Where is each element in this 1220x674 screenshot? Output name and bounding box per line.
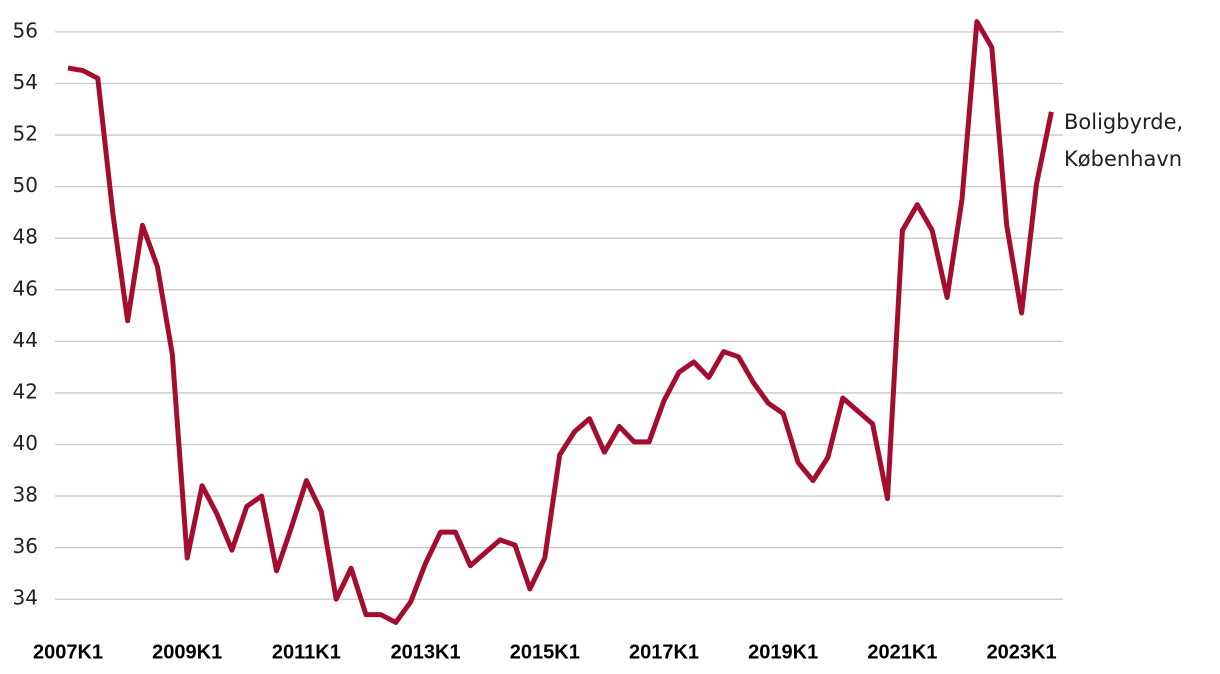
y-tick-label: 46: [13, 276, 38, 300]
series-label: Boligbyrde, København: [1064, 110, 1184, 171]
y-tick-label: 50: [13, 173, 38, 197]
x-tick-label: 2009K1: [152, 641, 222, 663]
x-tick-label: 2013K1: [391, 641, 461, 663]
y-tick-label: 36: [13, 534, 38, 558]
x-tick-label: 2023K1: [987, 641, 1057, 663]
y-tick-label: 40: [13, 431, 38, 455]
x-tick-label: 2019K1: [748, 641, 818, 663]
y-tick-label: 42: [13, 379, 38, 403]
y-tick-label: 44: [13, 328, 38, 352]
x-tick-label: 2017K1: [629, 641, 699, 663]
y-tick-label: 48: [13, 225, 38, 249]
y-tick-label: 52: [13, 122, 38, 146]
x-tick-label: 2007K1: [33, 641, 103, 663]
x-tick-label: 2015K1: [510, 641, 580, 663]
x-tick-label: 2021K1: [867, 641, 937, 663]
y-tick-label: 34: [13, 586, 38, 610]
y-tick-label: 38: [13, 483, 38, 507]
data-line: [67, 19, 1054, 625]
x-tick-label: 2011K1: [272, 641, 341, 663]
y-tick-label: 56: [13, 18, 38, 42]
y-tick-label: 54: [13, 70, 38, 94]
